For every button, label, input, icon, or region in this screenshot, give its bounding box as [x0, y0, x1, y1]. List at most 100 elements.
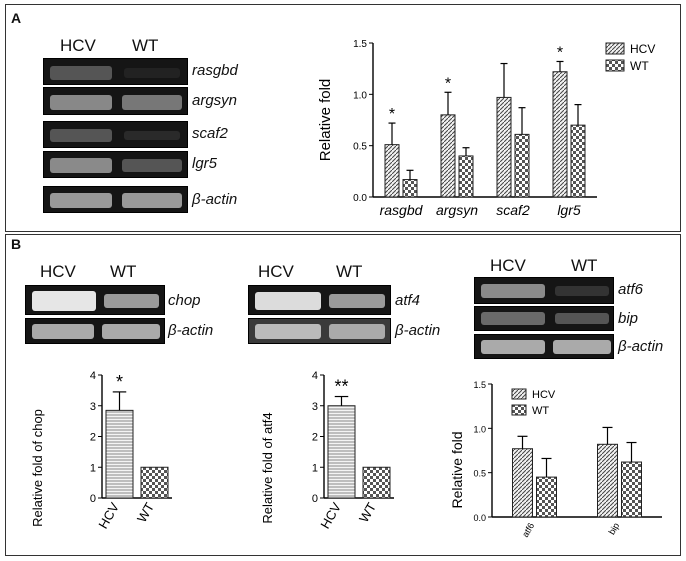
y-tick-label: 1.0 [473, 424, 486, 434]
y-tick-label: 1 [312, 462, 318, 474]
x-tick-label: WT [134, 500, 157, 525]
gel-atf4-gene-atf4: atf4 [395, 292, 421, 309]
bar [384, 144, 400, 198]
x-tick-label: rasgbd [380, 202, 424, 218]
chart-chop: Relative fold of chop 0 1 2 3 4 * HCV WT [30, 370, 172, 531]
x-tick-label: lgr5 [557, 202, 581, 218]
chart-atf4-ylabel: Relative fold of atf4 [260, 412, 275, 523]
gel-atf6-gene-atf6: atf6 [618, 281, 644, 298]
chart-a-plot: 0.0 0.5 1.0 1.5 * rasgbd * argsyn scaf2 * lgr5 [353, 39, 597, 218]
chart-a-ylabel: Relative fold [317, 79, 334, 162]
legend-a-hcv-swatch [605, 42, 625, 55]
chart-chop-ylabel: Relative fold of chop [30, 409, 45, 527]
y-tick-label: 0.5 [353, 142, 367, 153]
y-tick-label: 3 [312, 401, 318, 413]
legend-a-hcv: HCV [630, 42, 655, 56]
y-tick-label: 2 [312, 432, 318, 444]
bar [512, 448, 533, 518]
y-tick-label: 0.5 [473, 469, 486, 479]
bar [514, 133, 530, 198]
x-tick-label: WT [356, 500, 379, 525]
legend-atf6-wt: WT [532, 405, 549, 417]
gel-atf6-beta-actin [474, 334, 614, 359]
bar [140, 466, 169, 499]
y-tick-label: 1.0 [353, 90, 367, 101]
gel-a-wt-label: WT [132, 36, 159, 55]
bar [552, 71, 568, 198]
chart-atf6-ylabel: Relative fold [449, 431, 465, 508]
bar [458, 155, 474, 198]
gel-a-rasgbd [43, 58, 188, 85]
y-tick-label: 0 [312, 493, 318, 505]
panel-a-label: A [11, 10, 22, 26]
bar [362, 466, 391, 499]
gel-atf6 [474, 277, 614, 304]
panel-b-label: B [11, 236, 22, 252]
y-tick-label: 0 [90, 493, 96, 505]
x-tick-label: argsyn [436, 202, 478, 218]
bar [621, 461, 642, 518]
x-tick-label: atf6 [520, 521, 536, 539]
gel-atf4 [248, 285, 391, 315]
x-tick-label: HCV [95, 500, 122, 532]
bar [597, 443, 618, 518]
x-tick-label: bip [607, 521, 622, 536]
y-tick-label: 4 [90, 370, 96, 382]
panel-b [5, 234, 681, 556]
gel-chop-hcv-label: HCV [40, 262, 76, 281]
gel-a-hcv-label: HCV [60, 36, 96, 55]
gel-a-argsyn [43, 87, 188, 115]
legend-atf6-hcv-swatch [511, 388, 527, 400]
gel-a-gene-beta-actin: β-actin [192, 191, 238, 208]
x-tick-label: HCV [317, 500, 344, 532]
chart-atf6-plot: 0.0 0.5 1.0 1.5 atf6 bip [473, 380, 662, 539]
significance-marker: * [445, 75, 451, 92]
bar [570, 124, 586, 198]
bar [440, 114, 456, 198]
chart-chop-plot: 0 1 2 3 4 * HCV WT [90, 370, 172, 531]
gel-chop-gene-beta-actin: β-actin [168, 322, 214, 339]
chart-atf6: Relative fold 0.0 0.5 1.0 1.5 atf6 bip HCV WT [449, 380, 662, 539]
gel-atf6-gene-beta-actin: β-actin [618, 338, 664, 355]
gel-atf6-wt-label: WT [571, 256, 598, 275]
bar [327, 405, 356, 499]
gel-atf4-beta-actin [248, 318, 391, 344]
x-tick-label: scaf2 [496, 202, 530, 218]
y-tick-label: 2 [90, 432, 96, 444]
gel-a-beta-actin [43, 186, 188, 213]
gel-chop-gene-chop: chop [168, 292, 201, 309]
gel-atf6-gene-bip: bip [618, 310, 639, 327]
bar [536, 476, 557, 518]
chart-atf6-legend: HCV WT [511, 388, 556, 417]
gel-atf6-hcv-label: HCV [490, 256, 526, 275]
significance-marker: * [389, 106, 395, 123]
gel-chop-beta-actin [25, 318, 165, 344]
chart-a: Relative fold 0.0 0.5 1.0 1.5 * rasgbd * argsyn… [317, 39, 655, 218]
bar [105, 409, 134, 499]
gel-a-gene-argsyn: argsyn [192, 92, 238, 109]
y-tick-label: 4 [312, 370, 318, 382]
significance-marker: * [557, 44, 563, 61]
y-tick-label: 0.0 [473, 513, 486, 523]
bar [402, 179, 418, 198]
y-tick-label: 0.0 [353, 193, 367, 204]
gel-atf4-gene-beta-actin: β-actin [395, 322, 441, 339]
legend-a-wt-swatch [605, 59, 625, 72]
y-tick-label: 1.5 [473, 380, 486, 390]
y-tick-label: 1 [90, 462, 96, 474]
gel-a-gene-rasgbd: rasgbd [192, 62, 238, 79]
significance-marker: * [116, 372, 123, 392]
chart-a-legend: HCV WT [605, 42, 655, 73]
significance-marker: ** [334, 377, 348, 397]
gel-bip [474, 306, 614, 331]
gel-a-scaf2 [43, 121, 188, 148]
gel-chop-wt-label: WT [110, 262, 137, 281]
gel-a-gene-scaf2: scaf2 [192, 125, 228, 142]
gel-atf4-hcv-label: HCV [258, 262, 294, 281]
y-tick-label: 3 [90, 401, 96, 413]
legend-atf6-wt-swatch [511, 404, 527, 416]
y-tick-label: 1.5 [353, 39, 367, 50]
gel-atf4-wt-label: WT [336, 262, 363, 281]
gel-a-lgr5 [43, 151, 188, 178]
gel-a-gene-lgr5: lgr5 [192, 155, 218, 172]
